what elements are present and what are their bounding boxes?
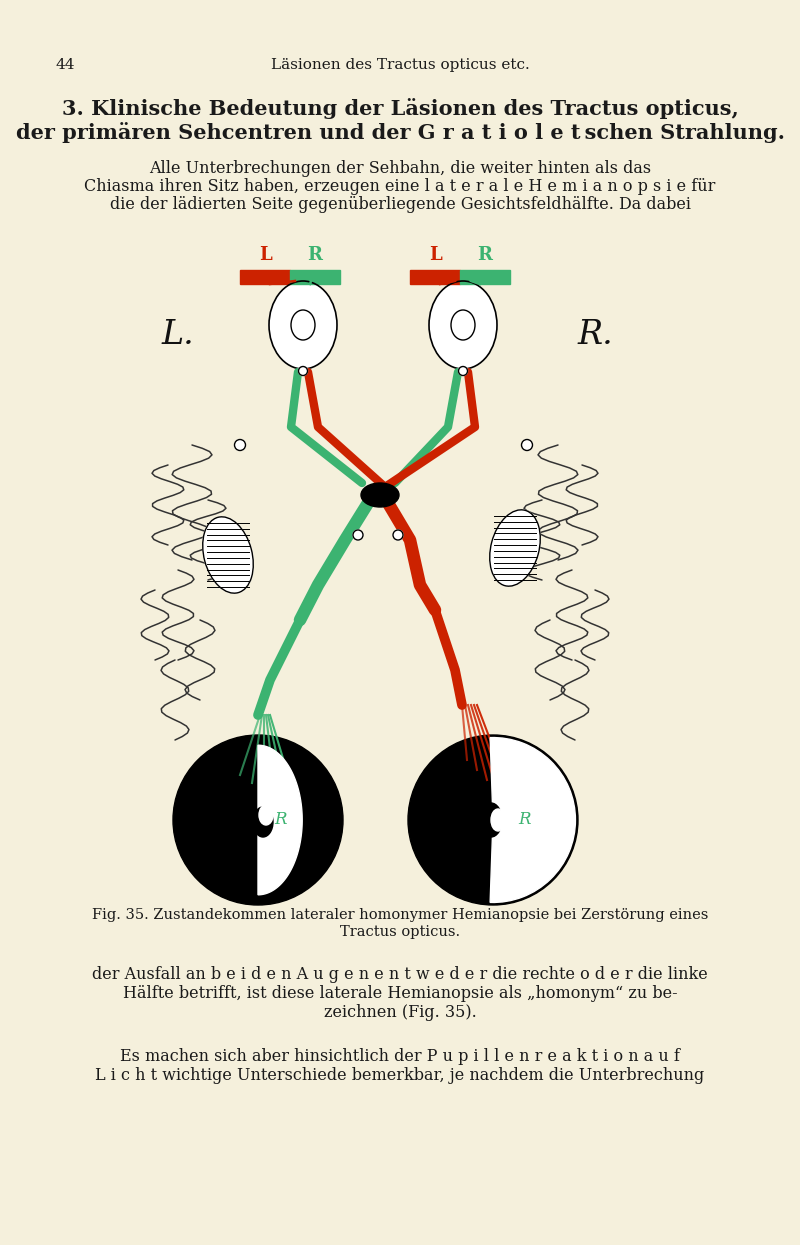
Ellipse shape — [269, 281, 337, 369]
Text: Tractus opticus.: Tractus opticus. — [340, 925, 460, 939]
Ellipse shape — [480, 803, 502, 837]
Ellipse shape — [291, 310, 315, 340]
Ellipse shape — [458, 366, 467, 376]
Ellipse shape — [253, 807, 273, 837]
Ellipse shape — [202, 517, 254, 593]
Ellipse shape — [491, 809, 505, 830]
Text: R: R — [518, 812, 531, 828]
Ellipse shape — [353, 530, 363, 540]
Text: L.: L. — [162, 319, 194, 351]
Wedge shape — [490, 737, 575, 903]
Ellipse shape — [234, 439, 246, 451]
Bar — [460, 270, 510, 284]
Text: Alle Unterbrechungen der Sehbahn, die weiter hinten als das: Alle Unterbrechungen der Sehbahn, die we… — [149, 161, 651, 177]
Ellipse shape — [522, 439, 533, 451]
Text: Chiasma ihren Sitz haben, erzeugen eine l a t e r a l e H e m i a n o p s i e fü: Chiasma ihren Sitz haben, erzeugen eine … — [84, 178, 716, 195]
Polygon shape — [258, 746, 302, 895]
Ellipse shape — [298, 366, 307, 376]
Text: R: R — [478, 247, 493, 264]
Ellipse shape — [393, 530, 403, 540]
Ellipse shape — [259, 806, 273, 825]
Bar — [410, 270, 460, 284]
Text: die der lädierten Seite gegenüberliegende Gesichtsfeldhälfte. Da dabei: die der lädierten Seite gegenüberliegend… — [110, 195, 690, 213]
Ellipse shape — [408, 735, 578, 905]
Text: R.: R. — [577, 319, 613, 351]
Text: L: L — [429, 247, 442, 264]
Text: Fig. 35. Zustandekommen lateraler homonymer Hemianopsie bei Zerstörung eines: Fig. 35. Zustandekommen lateraler homony… — [92, 908, 708, 923]
Text: zeichnen (Fig. 35).: zeichnen (Fig. 35). — [324, 1003, 476, 1021]
Ellipse shape — [490, 509, 540, 586]
Ellipse shape — [451, 310, 475, 340]
Text: 3. Klinische Bedeutung der Läsionen des Tractus opticus,: 3. Klinische Bedeutung der Läsionen des … — [62, 98, 738, 120]
Text: R: R — [274, 812, 286, 828]
Bar — [240, 270, 290, 284]
Text: L i c h t wichtige Unterschiede bemerkbar, je nachdem die Unterbrechung: L i c h t wichtige Unterschiede bemerkba… — [95, 1067, 705, 1084]
Text: R: R — [307, 247, 322, 264]
Bar — [290, 270, 340, 284]
Text: Hälfte betrifft, ist diese laterale Hemianopsie als „homonym“ zu be-: Hälfte betrifft, ist diese laterale Hemi… — [122, 985, 678, 1002]
Text: L: L — [258, 247, 271, 264]
Ellipse shape — [173, 735, 343, 905]
Text: Läsionen des Tractus opticus etc.: Läsionen des Tractus opticus etc. — [270, 59, 530, 72]
Text: der primären Sehcentren und der G r a t i o l e t schen Strahlung.: der primären Sehcentren und der G r a t … — [15, 122, 785, 143]
Ellipse shape — [361, 483, 399, 507]
Text: 44: 44 — [55, 59, 74, 72]
Text: Es machen sich aber hinsichtlich der P u p i l l e n r e a k t i o n a u f: Es machen sich aber hinsichtlich der P u… — [120, 1048, 680, 1064]
Text: der Ausfall an b e i d e n A u g e n e n t w e d e r die rechte o d e r die link: der Ausfall an b e i d e n A u g e n e n… — [92, 966, 708, 984]
Ellipse shape — [429, 281, 497, 369]
